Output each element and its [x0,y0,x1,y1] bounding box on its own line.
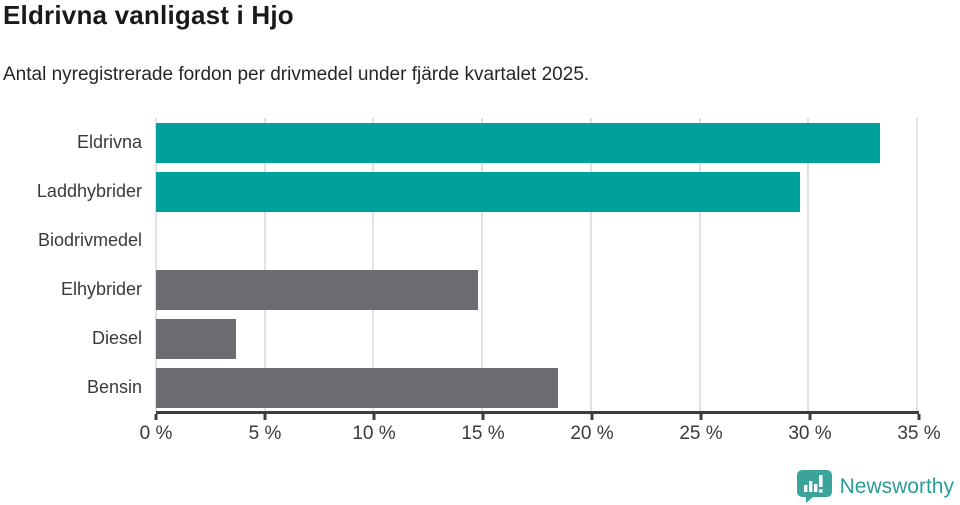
bar [156,171,800,212]
gridline [589,118,592,412]
gridline [698,118,701,412]
gridline [155,118,157,412]
axis-tick [263,414,267,420]
axis-tick-label: 10 % [352,423,396,444]
axis-tick [590,414,594,420]
category-label: Laddhybrider [36,181,142,201]
chart-row [156,363,917,412]
chart-row [156,216,917,265]
gridline [372,118,375,412]
category-label: Biodrivmedel [37,230,142,250]
bar [156,367,559,408]
category-labels: Eldrivna Laddhybrider Biodrivmedel Elhybrid… [0,118,142,412]
plot-area [155,118,918,412]
category-label: Diesel [91,328,142,348]
gridline [916,118,918,412]
gridline [263,118,266,412]
axis-tick [154,414,158,420]
axis-tick-label: 35 % [897,423,941,444]
chart-title: Eldrivna vanligast i Hjo [3,0,294,30]
axis-tick [917,414,921,420]
axis-tick [808,414,812,420]
chart-row [156,167,917,216]
bar [156,269,478,310]
gridline [481,118,484,412]
category-label: Elhybrider [60,279,142,299]
bar [156,122,881,163]
chart-subtitle: Antal nyregistrerade fordon per drivmede… [3,64,590,85]
chart-row [156,265,917,314]
axis-tick [372,414,376,420]
chart-row [156,118,917,167]
brand-footer: Newsworthy [796,470,954,503]
axis-tick-label: 15 % [461,423,505,444]
axis-tick-label: 0 % [139,423,173,444]
bar [156,318,237,359]
category-label: Eldrivna [76,132,142,152]
axis-tick [699,414,703,420]
gridline [807,118,810,412]
axis-tick-label: 20 % [570,423,614,444]
x-axis: 0 % 5 % 10 % 15 % 20 % 25 % 30 % 35 % [140,411,941,451]
category-label: Bensin [86,377,142,397]
chart-row [156,314,917,363]
axis-tick [481,414,485,420]
axis-tick-label: 25 % [679,423,723,444]
brand-name: Newsworthy [839,474,954,498]
newsworthy-speech-bubble-bar-chart-icon [796,470,832,503]
axis-tick-label: 5 % [248,423,282,444]
axis-tick-label: 30 % [788,423,832,444]
x-axis-line [156,411,919,414]
